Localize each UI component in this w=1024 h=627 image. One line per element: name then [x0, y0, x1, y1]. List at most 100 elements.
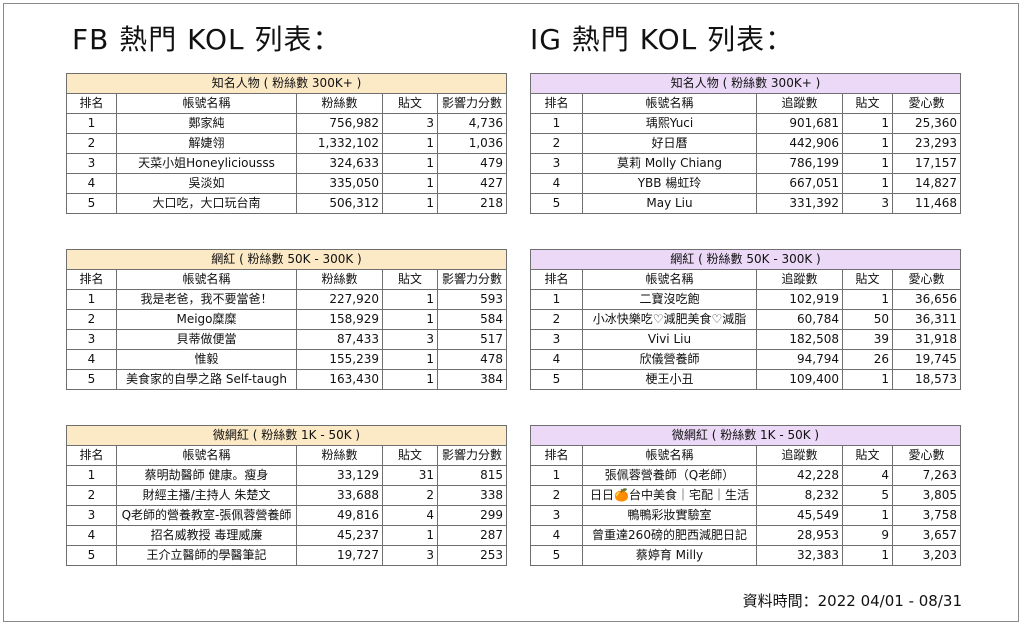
account-name-cell: 小冰快樂吃♡減肥美食♡減脂 — [582, 309, 757, 330]
table-row: 3 鴨鴨彩妝實驗室 45,549 1 3,758 — [530, 505, 962, 526]
table-row: 4 曾重達260磅的肥西減肥日記 28,953 9 3,657 — [530, 525, 962, 546]
account-name-cell: 曾重達260磅的肥西減肥日記 — [582, 525, 757, 546]
rank-cell: 4 — [530, 173, 583, 194]
table-caption: 微網紅 ( 粉絲數 1K - 50K ) — [65, 425, 508, 446]
rank-cell: 4 — [66, 525, 117, 546]
score-cell: 584 — [437, 309, 507, 330]
rank-cell: 2 — [530, 133, 583, 154]
score-cell: 3,657 — [891, 525, 962, 546]
account-name-cell: 財經主播/主持人 朱楚文 — [116, 485, 297, 506]
follower-count-cell: 45,549 — [756, 505, 843, 526]
account-name-cell: 王介立醫師的學醫筆記 — [116, 545, 297, 566]
post-count-cell: 39 — [842, 329, 893, 350]
account-name-cell: 二寶沒吃飽 — [582, 289, 757, 310]
follower-count-cell: 1,332,102 — [296, 133, 383, 154]
fb-kol-table-2: 網紅 ( 粉絲數 50K - 300K ) 排名 帳號名稱 粉絲數 貼文 影響力分數 1 我是… — [66, 249, 507, 390]
column-header-rank: 排名 — [66, 269, 117, 290]
post-count-cell: 26 — [842, 349, 893, 370]
post-count-cell: 3 — [842, 193, 893, 214]
score-cell: 299 — [436, 505, 508, 526]
table-row: 3 莫莉 Molly Chiang 786,199 1 17,157 — [530, 153, 962, 174]
follower-count-cell: 158,929 — [296, 309, 383, 330]
follower-count-cell: 109,400 — [756, 369, 843, 390]
score-cell: 11,468 — [891, 193, 962, 214]
column-header-score: 影響力分數 — [436, 445, 508, 466]
follower-count-cell: 756,982 — [296, 113, 383, 134]
column-header-post-count: 貼文 — [382, 93, 438, 114]
rank-cell: 4 — [530, 525, 583, 546]
account-name-cell: Meigo糜糜 — [116, 309, 297, 330]
column-header-follower-count: 粉絲數 — [296, 93, 383, 114]
account-name-cell: 瑀熙Yuci — [582, 113, 757, 134]
rank-cell: 3 — [66, 505, 117, 526]
table-row: 3 Vivi Liu 182,508 39 31,918 — [530, 329, 961, 350]
table-caption-row: 網紅 ( 粉絲數 50K - 300K ) — [66, 249, 507, 270]
post-count-cell: 1 — [842, 505, 893, 526]
account-name-cell: 莫莉 Molly Chiang — [582, 153, 757, 174]
table-row: 4 欣儀營養師 94,794 26 19,745 — [530, 349, 961, 370]
table-row: 2 解婕翎 1,332,102 1 1,036 — [66, 133, 508, 154]
rank-cell: 3 — [66, 153, 117, 174]
rank-cell: 2 — [66, 133, 117, 154]
rank-cell: 4 — [530, 349, 583, 370]
score-cell: 7,263 — [891, 465, 962, 486]
rank-cell: 1 — [530, 113, 583, 134]
score-cell: 338 — [436, 485, 508, 506]
column-header-rank: 排名 — [530, 93, 583, 114]
table-caption-row: 微網紅 ( 粉絲數 1K - 50K ) — [529, 425, 962, 446]
column-header-account-name: 帳號名稱 — [582, 93, 757, 114]
account-name-cell: 欣儀營養師 — [582, 349, 757, 370]
follower-count-cell: 8,232 — [756, 485, 843, 506]
table-row: 2 財經主播/主持人 朱楚文 33,688 2 338 — [66, 485, 508, 506]
account-name-cell: 美食家的自學之路 Self-taugh — [116, 369, 297, 390]
rank-cell: 2 — [530, 309, 583, 330]
score-cell: 36,656 — [892, 289, 961, 310]
rank-cell: 3 — [530, 153, 583, 174]
column-header-score: 影響力分數 — [437, 269, 507, 290]
rank-cell: 1 — [66, 465, 117, 486]
score-cell: 427 — [436, 173, 508, 194]
follower-count-cell: 19,727 — [296, 545, 383, 566]
column-header-score: 愛心數 — [891, 93, 962, 114]
column-header-rank: 排名 — [530, 445, 583, 466]
table-row: 5 美食家的自學之路 Self-taugh 163,430 1 384 — [66, 369, 507, 390]
follower-count-cell: 28,953 — [756, 525, 843, 546]
post-count-cell: 1 — [842, 289, 893, 310]
table-caption-row: 微網紅 ( 粉絲數 1K - 50K ) — [65, 425, 508, 446]
account-name-cell: 貝蒂做便當 — [116, 329, 297, 350]
post-count-cell: 3 — [382, 545, 438, 566]
rank-cell: 3 — [66, 329, 117, 350]
account-name-cell: 好日曆 — [582, 133, 757, 154]
rank-cell: 5 — [66, 193, 117, 214]
follower-count-cell: 33,688 — [296, 485, 383, 506]
table-row: 5 May Liu 331,392 3 11,468 — [530, 193, 962, 214]
table-row: 1 張佩蓉營養師（Q老師） 42,228 4 7,263 — [530, 465, 962, 486]
rank-cell: 3 — [530, 329, 583, 350]
post-count-cell: 9 — [842, 525, 893, 546]
column-header-post-count: 貼文 — [842, 93, 893, 114]
account-name-cell: Vivi Liu — [582, 329, 757, 350]
column-header-post-count: 貼文 — [842, 445, 893, 466]
post-count-cell: 1 — [842, 153, 893, 174]
follower-count-cell: 60,784 — [756, 309, 843, 330]
column-header-rank: 排名 — [530, 269, 583, 290]
follower-count-cell: 49,816 — [296, 505, 383, 526]
follower-count-cell: 163,430 — [296, 369, 383, 390]
post-count-cell: 5 — [842, 485, 893, 506]
score-cell: 23,293 — [891, 133, 962, 154]
account-name-cell: Q老師的營養教室-張佩蓉營養師 — [116, 505, 297, 526]
rank-cell: 2 — [530, 485, 583, 506]
table-caption: 知名人物 ( 粉絲數 300K+ ) — [65, 73, 508, 94]
score-cell: 478 — [437, 349, 507, 370]
rank-cell: 5 — [530, 193, 583, 214]
table-row: 2 日日🍊台中美食｜宅配｜生活 8,232 5 3,805 — [530, 485, 962, 506]
rank-cell: 5 — [530, 369, 583, 390]
post-count-cell: 1 — [382, 153, 438, 174]
follower-count-cell: 32,383 — [756, 545, 843, 566]
table-row: 5 梗王小丑 109,400 1 18,573 — [530, 369, 961, 390]
score-cell: 18,573 — [892, 369, 961, 390]
score-cell: 593 — [437, 289, 507, 310]
score-cell: 3,758 — [891, 505, 962, 526]
table-row: 3 Q老師的營養教室-張佩蓉營養師 49,816 4 299 — [66, 505, 508, 526]
post-count-cell: 1 — [382, 349, 438, 370]
